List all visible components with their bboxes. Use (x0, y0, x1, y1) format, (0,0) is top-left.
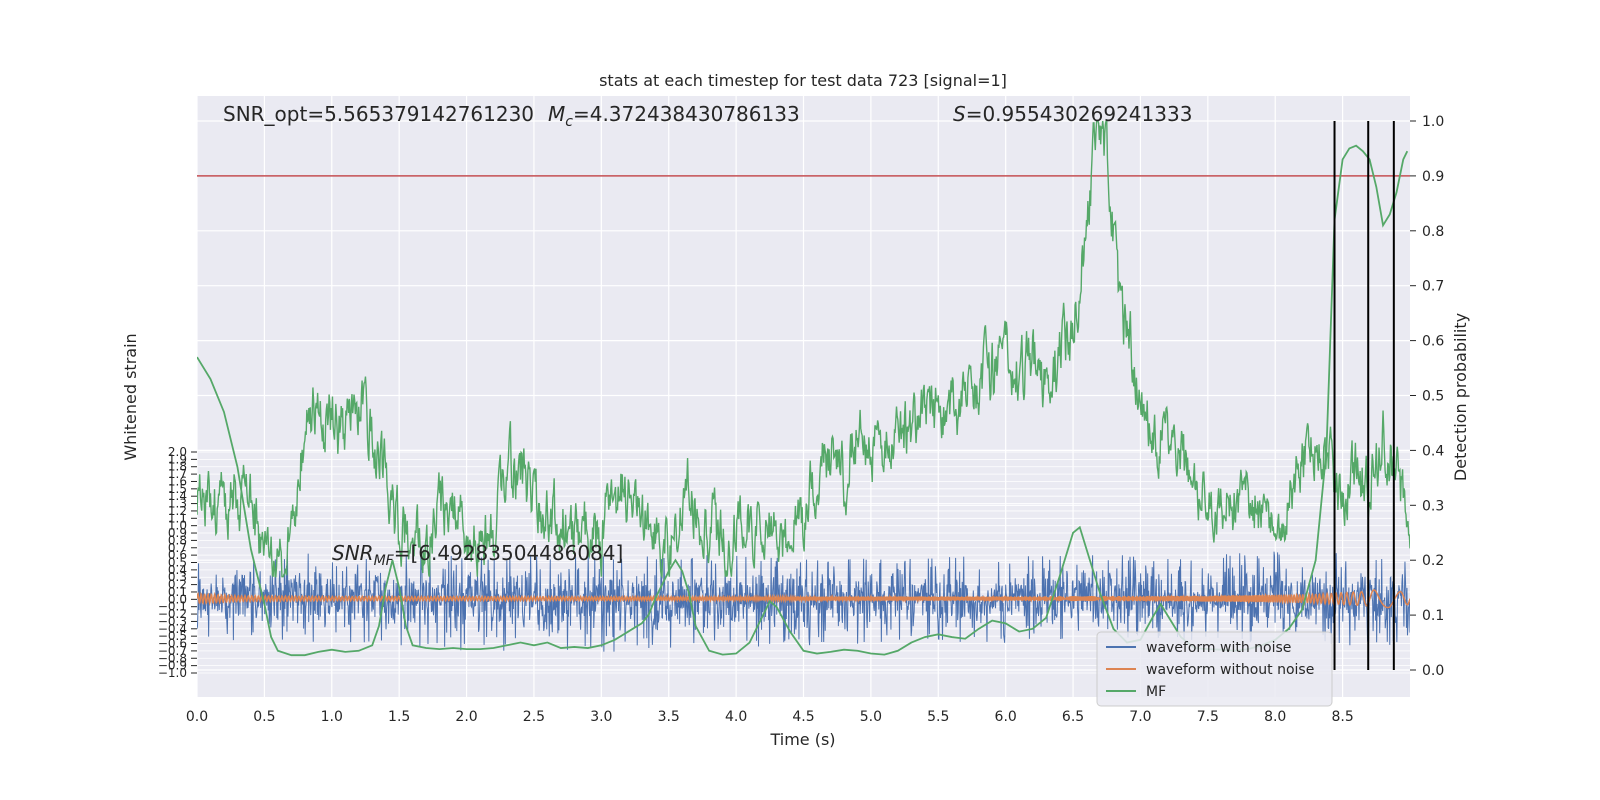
left-y-tick-label: 1.9 (168, 452, 187, 466)
x-tick-label: 7.0 (1129, 709, 1151, 725)
left-y-tick-label: 0.1 (168, 585, 187, 599)
left-y-tick-label: 1.4 (168, 489, 187, 503)
left-y-tick-label: 0.3 (168, 570, 187, 584)
legend-label-noise: waveform with noise (1146, 640, 1291, 656)
left-y-tick-label: −0.7 (158, 644, 187, 658)
x-tick-label: 2.0 (455, 709, 477, 725)
left-y-tick-label: 0.8 (168, 533, 187, 547)
x-tick-label: 0.0 (186, 709, 208, 725)
left-y-tick-label: 0.0 (168, 592, 187, 606)
annotation-s-value: =0.955430269241333 (966, 102, 1193, 126)
right-y-tick-label: 0.7 (1422, 279, 1444, 295)
right-y-tick-label: 0.5 (1422, 389, 1444, 405)
left-y-tick-label: 1.1 (168, 511, 187, 525)
x-tick-label: 8.5 (1331, 709, 1353, 725)
left-y-tick-label: 1.2 (168, 504, 187, 518)
x-tick-label: 5.5 (927, 709, 949, 725)
left-y-tick-label: −0.6 (158, 637, 187, 651)
left-y-tick-label: −0.4 (158, 622, 187, 636)
annotation-mc: Mc=4.372438430786133 (548, 102, 800, 130)
right-y-tick-label: 0.3 (1422, 498, 1444, 514)
right-y-tick-label: 1.0 (1422, 114, 1444, 130)
left-y-tick-label: 1.5 (168, 482, 187, 496)
left-y-tick-label: 0.4 (168, 563, 187, 577)
data-layer (197, 120, 1410, 670)
left-y-tick-label: 0.7 (168, 541, 187, 555)
x-tick-label: 6.0 (995, 709, 1017, 725)
left-y-tick-label: 1.8 (168, 460, 187, 474)
annotation-mc-symbol: M (548, 102, 565, 126)
right-y-tick-label: 0.2 (1422, 553, 1444, 569)
left-y-tick-label: −0.2 (158, 607, 187, 621)
annotation-mc-value: =4.372438430786133 (573, 102, 800, 126)
left-y-tick-label: −0.3 (158, 614, 187, 628)
legend: waveform with noise waveform without noi… (1096, 631, 1333, 707)
left-y-tick-label: 1.0 (168, 519, 187, 533)
chart-title: stats at each timestep for test data 723… (599, 71, 1007, 90)
series-detection-probability (197, 120, 1410, 579)
x-tick-label: 4.0 (725, 709, 747, 725)
right-y-tick-label: 0.9 (1422, 169, 1444, 185)
left-y-tick-label: −1.0 (158, 666, 187, 680)
legend-label-mf: MF (1146, 684, 1166, 700)
right-y-tick-label: 0.6 (1422, 334, 1444, 350)
left-y-tick-label: 0.2 (168, 578, 187, 592)
annotation-s: S=0.955430269241333 (953, 102, 1192, 126)
annotation-snr-mf-subscript: MF (374, 553, 395, 569)
x-tick-label: 6.5 (1062, 709, 1084, 725)
annotation-snr-mf: SNRMF=[6.49283504486084] (332, 541, 623, 569)
left-y-tick-label: −0.5 (158, 629, 187, 643)
annotation-s-symbol: S (953, 102, 966, 126)
left-y-tick-label: 1.7 (168, 467, 187, 481)
x-tick-label: 0.5 (253, 709, 275, 725)
x-tick-label: 7.5 (1197, 709, 1219, 725)
left-y-tick-label: −0.9 (158, 659, 187, 673)
x-tick-label: 3.0 (590, 709, 612, 725)
left-y-tick-label: 0.6 (168, 548, 187, 562)
x-tick-label: 4.5 (792, 709, 814, 725)
legend-label-clean: waveform without noise (1146, 662, 1314, 678)
x-tick-label: 8.0 (1264, 709, 1286, 725)
legend-box (1096, 631, 1333, 707)
x-tick-label: 3.5 (658, 709, 680, 725)
right-y-tick-label: 0.0 (1422, 663, 1444, 679)
left-y-tick-label: 1.3 (168, 497, 187, 511)
left-y-tick-label: 1.6 (168, 474, 187, 488)
annotation-snr-mf-symbol: SNR (332, 541, 374, 565)
x-axis-label: Time (s) (769, 730, 835, 749)
x-tick-label: 1.0 (321, 709, 343, 725)
y-axis-label-right: Detection probability (1451, 313, 1470, 481)
annotation-snr-mf-value: =[6.49283504486084] (394, 541, 624, 565)
left-y-tick-label: 2.0 (168, 445, 187, 459)
annotation-mc-subscript: c (565, 114, 573, 130)
axis-ticks: 0.0 0.5 1.0 1.5 2.0 2.5 3.0 3.5 4.0 4.5 5.0 5.5 6.0 6… (158, 114, 1444, 725)
x-tick-label: 1.5 (388, 709, 410, 725)
left-y-tick-label: 0.9 (168, 526, 187, 540)
annotation-snr-opt: SNR_opt=5.565379142761230 (223, 102, 534, 126)
right-y-tick-label: 0.1 (1422, 608, 1444, 624)
right-y-tick-label: 0.8 (1422, 224, 1444, 240)
left-y-tick-label: −0.8 (158, 651, 187, 665)
series-waveform-without-noise (197, 589, 1410, 609)
x-tick-label: 5.0 (860, 709, 882, 725)
left-y-tick-label: 0.5 (168, 556, 187, 570)
left-y-tick-label: −0.1 (158, 600, 187, 614)
right-y-tick-label: 0.4 (1422, 443, 1444, 459)
x-tick-label: 2.5 (523, 709, 545, 725)
y-axis-label-left: Whitened strain (121, 333, 140, 460)
